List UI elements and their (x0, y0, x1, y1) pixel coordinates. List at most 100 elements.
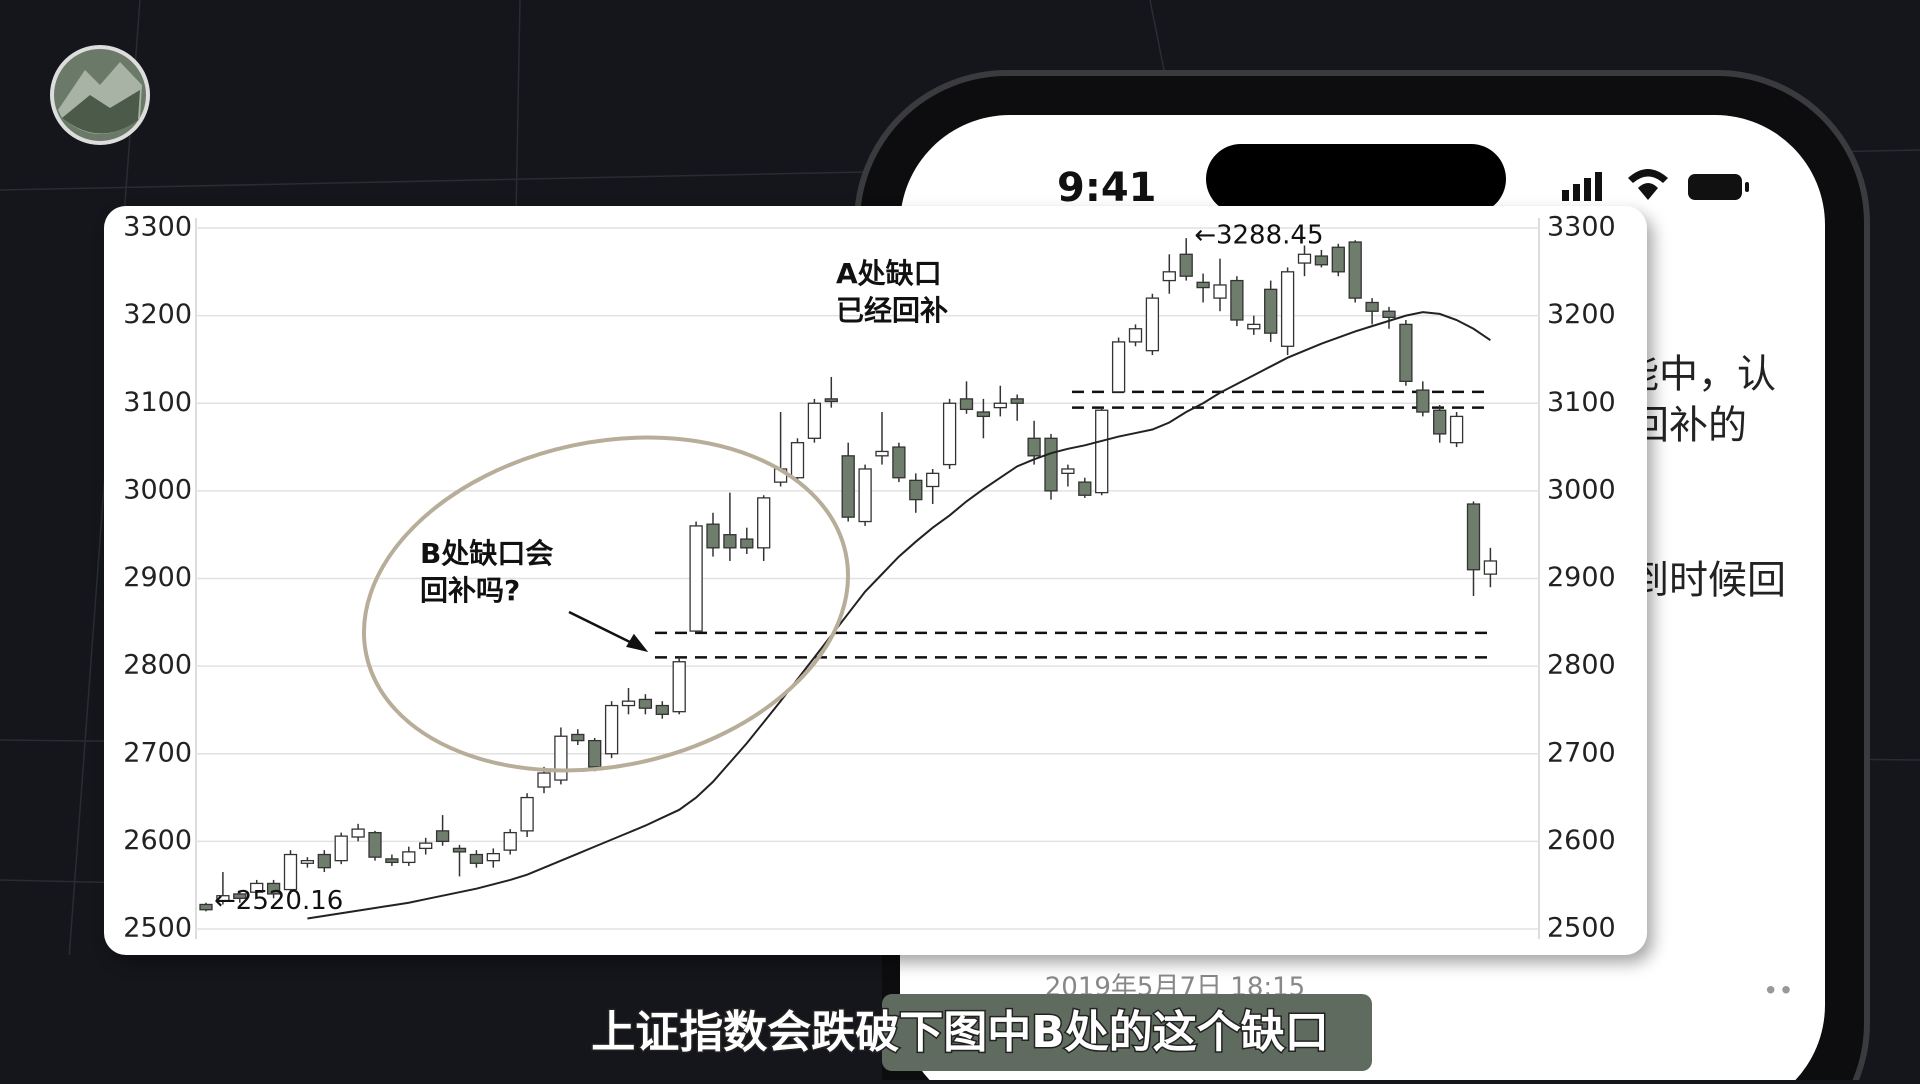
candle-body (317, 853, 331, 869)
annotation: B处缺口会 (420, 537, 553, 570)
candle-body (959, 398, 974, 411)
candle-body (1010, 398, 1024, 404)
subtitle: 上证指数会跌破下图中B处的这个缺口 (591, 1007, 1329, 1058)
candle-body (1044, 437, 1058, 492)
candle-body (1111, 341, 1126, 393)
high-label: ←3288.45 (1194, 221, 1323, 251)
candle-body (1061, 468, 1075, 474)
arrow (568, 610, 649, 653)
candle-body (1078, 481, 1092, 496)
y-tick-label: 3100 (1547, 387, 1616, 418)
candle-body (1280, 271, 1295, 347)
y-tick-label: 3300 (1547, 212, 1616, 243)
candle-body (1466, 503, 1481, 571)
candle-body (807, 402, 822, 439)
candle-body (1348, 241, 1362, 299)
candle-body (892, 446, 906, 479)
candle-body (858, 468, 872, 523)
dots: •• (1763, 977, 1794, 1007)
candle-body (1365, 301, 1379, 312)
candle-body (1416, 389, 1430, 413)
candle-body (216, 895, 230, 902)
candle-body (841, 455, 855, 518)
y-tick-label: 3200 (123, 299, 192, 330)
candle-body (1213, 284, 1227, 299)
y-tick-label: 2500 (1547, 913, 1616, 944)
y-tick-label: 2600 (123, 825, 192, 856)
candle-body (1247, 323, 1261, 330)
subtitle-bar (882, 994, 1372, 1071)
candle-body (1145, 297, 1160, 352)
candle-body (993, 402, 1007, 409)
status-icons (1562, 169, 1749, 201)
candle-body (402, 851, 416, 864)
y-tick-label: 2900 (123, 562, 192, 593)
candle-body (452, 847, 467, 853)
moving-average (307, 311, 1491, 920)
candle-body (824, 398, 838, 403)
candle-body (1230, 279, 1244, 321)
candle-body (334, 835, 348, 862)
candle-body (875, 450, 889, 457)
candle-body (520, 796, 534, 832)
y-tick-label: 2500 (123, 913, 192, 944)
candle-body (926, 472, 940, 488)
candle-body (638, 698, 653, 709)
candle-body (1196, 281, 1210, 289)
candle-body (1297, 253, 1312, 264)
candle-body (1027, 437, 1041, 457)
candle-body (604, 704, 619, 755)
phone-text: 到时候回 (1630, 559, 1786, 604)
candle-body (909, 479, 923, 501)
candle-body (1331, 246, 1345, 273)
candle-body (655, 704, 669, 715)
candle-body (419, 842, 433, 850)
candle-body (385, 858, 399, 864)
candle-body (689, 525, 703, 632)
annotation: 已经回补 (836, 294, 948, 327)
candle-body (199, 903, 213, 911)
candle-body (435, 830, 450, 843)
phone-time: 9:41 (1057, 165, 1157, 211)
candle-body (1264, 288, 1278, 334)
candle-body (554, 735, 568, 781)
candle-body (672, 661, 686, 713)
y-tick-label: 2700 (123, 737, 192, 768)
candle-body (283, 853, 298, 891)
logo (50, 45, 150, 145)
candle-body (537, 772, 551, 788)
y-tick-label: 3300 (123, 212, 192, 243)
low-label: ←2520.16 (214, 886, 343, 916)
y-tick-label: 2600 (1547, 825, 1616, 856)
candle-body (706, 523, 720, 549)
y-tick-label: 2900 (1547, 562, 1616, 593)
candle-body (1095, 409, 1109, 494)
candle-body (351, 828, 365, 838)
candle-body (1179, 253, 1193, 277)
candle-body (368, 831, 382, 858)
candle-body (486, 852, 500, 862)
dark-strip (0, 955, 882, 1080)
annotation: 回补吗? (420, 574, 520, 607)
candle-body (1433, 409, 1447, 435)
y-tick-label: 2800 (123, 650, 192, 681)
candle-body (723, 534, 737, 549)
candle-body (571, 733, 585, 742)
annotation: A处缺口 (836, 257, 942, 290)
candle-body (503, 831, 517, 851)
candle-body (1314, 255, 1329, 266)
candle-body (790, 442, 805, 479)
candle-body (1449, 415, 1464, 444)
circle-highlight (361, 435, 851, 773)
candle-body (1399, 323, 1413, 382)
candle-body (757, 497, 771, 549)
y-tick-label: 2700 (1547, 737, 1616, 768)
y-tick-label: 3000 (123, 474, 192, 505)
phone-text: 回补的 (1630, 404, 1747, 449)
candle-body (266, 882, 281, 895)
y-tick-label: 3200 (1547, 299, 1616, 330)
candle-body (250, 882, 264, 893)
candle-body (300, 860, 315, 864)
